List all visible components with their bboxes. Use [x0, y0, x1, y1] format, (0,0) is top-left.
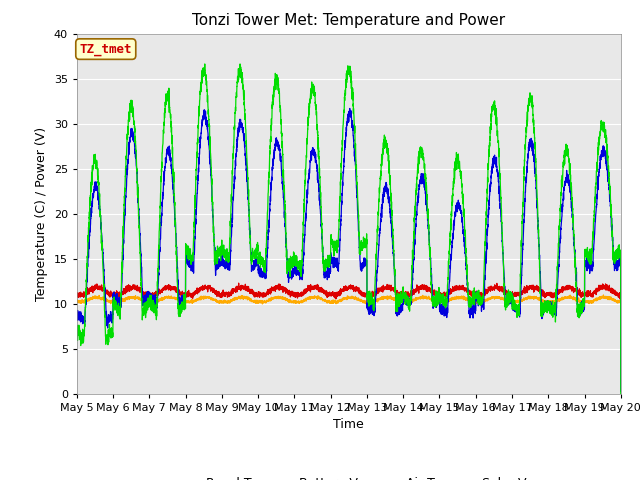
Battery V [329, 291, 337, 297]
Panel T [617, 392, 625, 397]
Solar V [600, 292, 607, 298]
Air T [616, 258, 624, 264]
Air T [73, 315, 81, 321]
Battery V [616, 296, 623, 301]
Legend: Panel T, Battery V, Air T, Solar V: Panel T, Battery V, Air T, Solar V [166, 472, 531, 480]
Line: Battery V: Battery V [77, 283, 621, 299]
Solar V [171, 296, 179, 302]
Air T [441, 305, 449, 311]
Solar V [73, 297, 81, 302]
Battery V [171, 284, 179, 289]
Panel T [471, 296, 479, 302]
Panel T [441, 297, 449, 303]
Panel T [329, 238, 337, 244]
Solar V [471, 299, 479, 304]
Air T [617, 388, 625, 394]
Solar V [502, 299, 509, 304]
Solar V [616, 299, 624, 305]
Air T [471, 303, 479, 309]
Air T [328, 256, 336, 262]
Battery V [617, 290, 625, 296]
Battery V [235, 280, 243, 286]
Line: Panel T: Panel T [77, 64, 621, 395]
Air T [502, 299, 509, 304]
Battery V [73, 291, 81, 297]
X-axis label: Time: Time [333, 418, 364, 431]
Solar V [617, 300, 625, 305]
Solar V [329, 298, 337, 303]
Line: Air T: Air T [77, 108, 621, 391]
Panel T [73, 332, 81, 337]
Air T [171, 207, 179, 213]
Air T [346, 106, 353, 111]
Battery V [441, 292, 449, 298]
Battery V [471, 294, 479, 300]
Panel T [502, 307, 509, 313]
Solar V [441, 299, 449, 305]
Battery V [502, 287, 509, 293]
Solar V [259, 301, 266, 307]
Title: Tonzi Tower Met: Temperature and Power: Tonzi Tower Met: Temperature and Power [192, 13, 506, 28]
Battery V [616, 294, 624, 300]
Line: Solar V: Solar V [77, 295, 621, 304]
Panel T [616, 247, 624, 253]
Text: TZ_tmet: TZ_tmet [79, 43, 132, 56]
Panel T [171, 203, 179, 208]
Y-axis label: Temperature (C) / Power (V): Temperature (C) / Power (V) [35, 127, 48, 300]
Panel T [236, 61, 244, 67]
